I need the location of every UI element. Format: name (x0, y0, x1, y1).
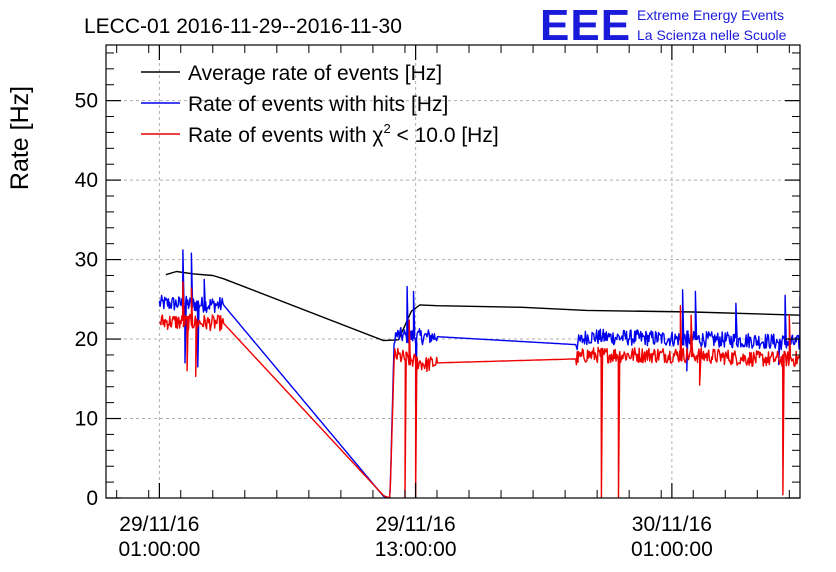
legend-item-hits: Rate of events with hits [Hz] (141, 93, 448, 116)
axes: 0102030405029/11/1601:00:0029/11/1613:00… (75, 45, 800, 561)
y-axis-label: Rate [Hz] (6, 86, 34, 190)
y-tick-label: 0 (86, 487, 98, 510)
legend-label-hits: Rate of events with hits [Hz] (188, 93, 448, 116)
legend-item-average: Average rate of events [Hz] (141, 62, 442, 85)
legend-label-average: Average rate of events [Hz] (188, 62, 442, 85)
x-tick-date: 30/11/16 (632, 513, 712, 536)
y-tick-label: 50 (75, 90, 98, 113)
chart-title: LECC-01 2016-11-29--2016-11-30 (84, 15, 402, 38)
x-tick-time: 01:00:00 (119, 538, 201, 561)
legend-label-chi2: Rate of events with χ2 < 10.0 [Hz] (188, 121, 499, 147)
x-tick-time: 01:00:00 (631, 538, 713, 561)
plot-frame (105, 44, 801, 499)
logo-letters: EEE (540, 1, 631, 50)
y-tick-label: 30 (75, 249, 98, 272)
y-tick-label: 10 (75, 408, 98, 431)
logo-line-1: Extreme Energy Events (637, 7, 784, 23)
series-group (158, 249, 800, 498)
x-tick-date: 29/11/16 (119, 513, 199, 536)
legend-item-chi2: Rate of events with χ2 < 10.0 [Hz] (141, 121, 499, 147)
series-line-1 (158, 249, 800, 498)
series-line-2 (159, 281, 800, 498)
logo-line-2: La Scienza nelle Scuole (637, 27, 787, 43)
series-line-0 (165, 270, 800, 342)
x-tick-time: 13:00:00 (375, 538, 457, 561)
x-tick-date: 29/11/16 (376, 513, 456, 536)
legend: Average rate of events [Hz] Rate of even… (141, 62, 499, 147)
y-tick-label: 40 (75, 169, 98, 192)
y-tick-label: 20 (75, 328, 98, 351)
eee-logo: EEE Extreme Energy Events La Scienza nel… (540, 1, 787, 50)
